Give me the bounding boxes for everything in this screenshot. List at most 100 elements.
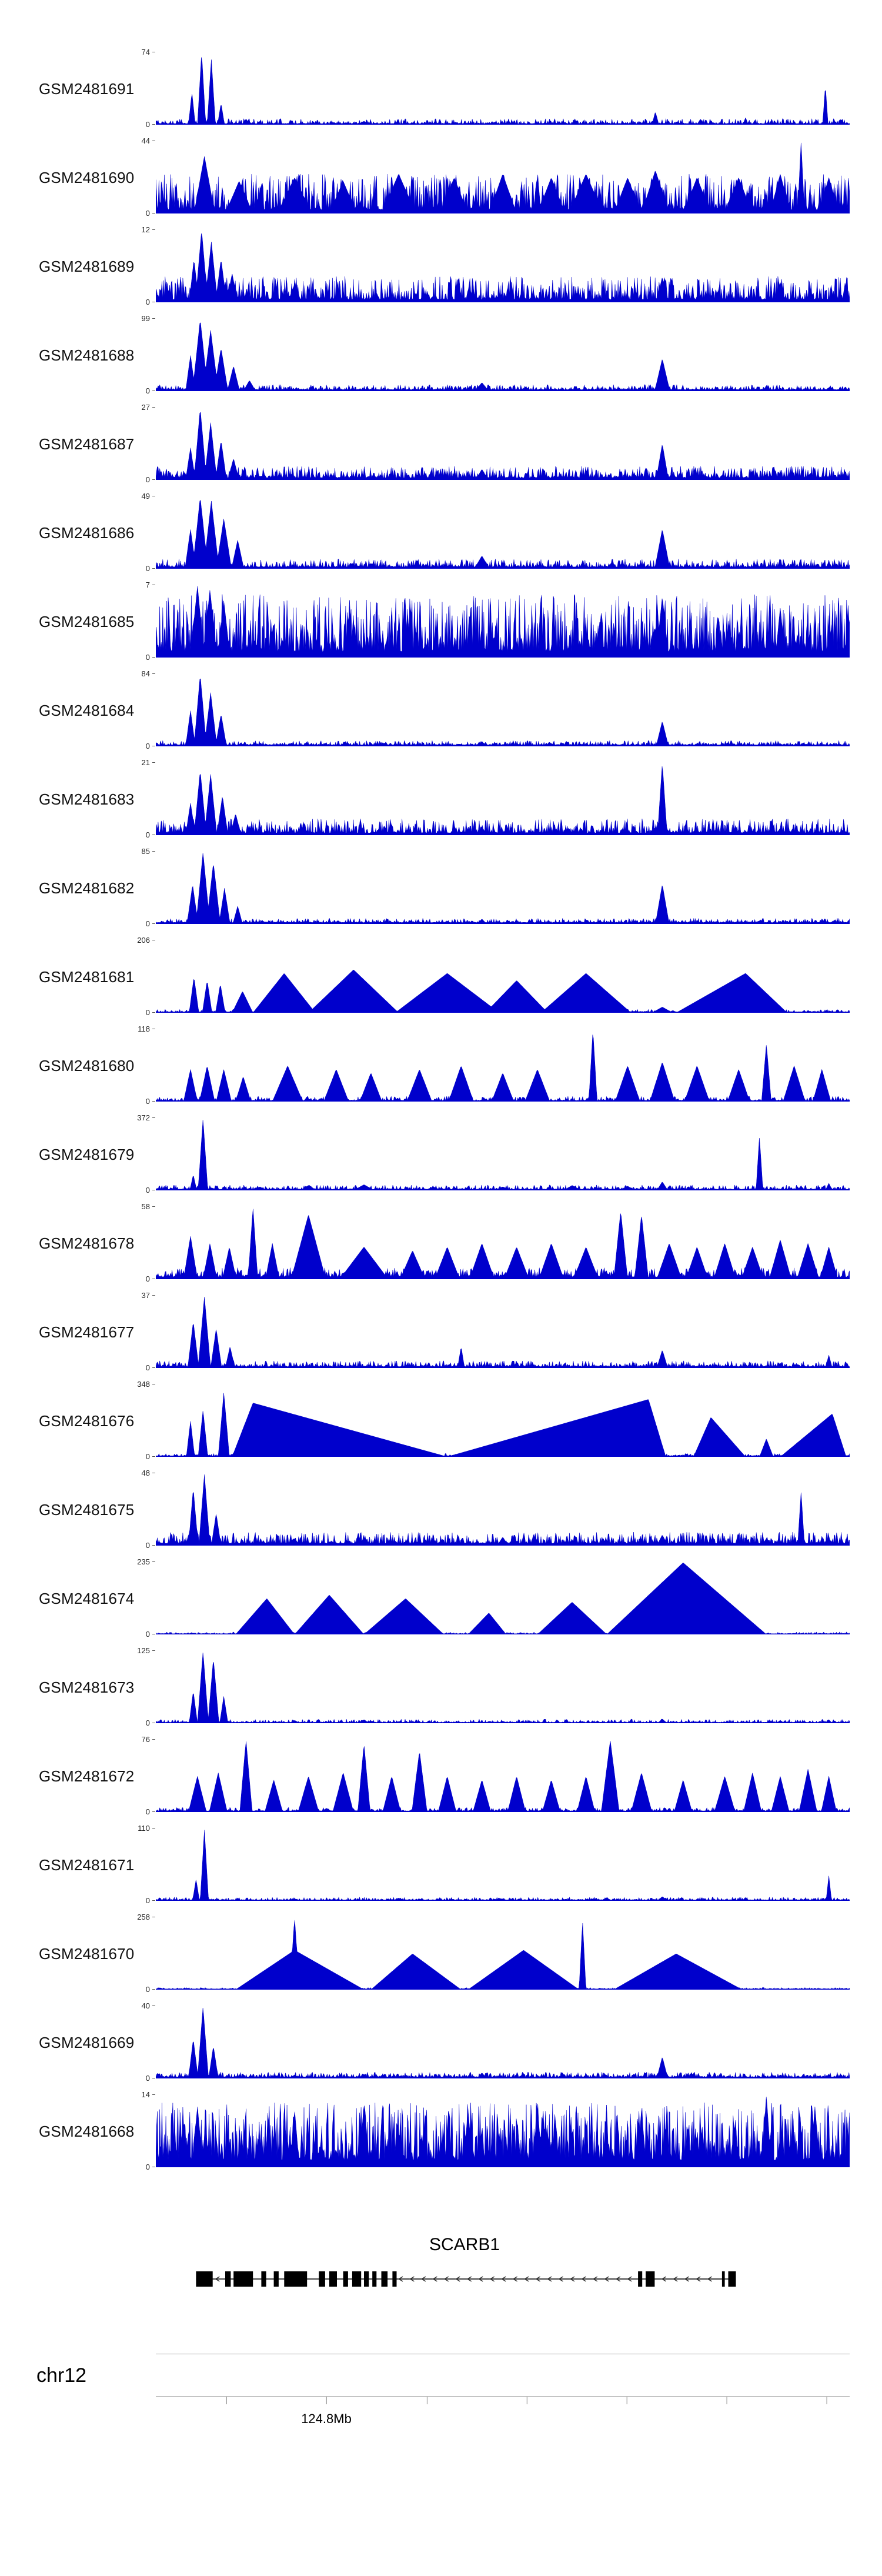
strand-arrow-icon [546, 2276, 552, 2282]
track-label: GSM2481691 [39, 80, 135, 98]
track-label: GSM2481669 [39, 2034, 135, 2051]
y-axis-max-label: 74 [141, 48, 150, 56]
y-axis-min-label: 0 [145, 209, 150, 218]
track-row-GSM2481679: GSM2481679 372 0 [0, 1114, 882, 1206]
exon [364, 2271, 369, 2287]
track-row-GSM2481676: GSM2481676 348 0 [0, 1380, 882, 1473]
strand-arrow-icon [489, 2276, 495, 2282]
signal-plot [156, 322, 850, 391]
track-label: GSM2481688 [39, 346, 135, 364]
y-axis-tick [152, 1117, 155, 1118]
y-axis-min-label: 0 [145, 1630, 150, 1639]
strand-arrow-icon [684, 2276, 690, 2282]
signal-plot [156, 1393, 850, 1457]
strand-arrow-icon [455, 2276, 460, 2282]
coverage-signal [156, 1120, 850, 1190]
y-axis-tick [152, 673, 155, 674]
coverage-signal [156, 1653, 850, 1723]
track-label: GSM2481668 [39, 2123, 135, 2140]
track-row-GSM2481671: GSM2481671 110 0 [0, 1824, 882, 1917]
y-axis-min-label: 0 [145, 1807, 150, 1816]
gene-name-label: SCARB1 [429, 2235, 500, 2254]
strand-arrow-icon [672, 2276, 678, 2282]
coverage-signal [156, 586, 850, 658]
coverage-signal [156, 1209, 850, 1279]
coverage-signal [156, 412, 850, 480]
track-row-GSM2481668: GSM2481668 14 0 [0, 2090, 882, 2183]
track-label: GSM2481682 [39, 879, 135, 897]
y-axis-tick [152, 1739, 155, 1740]
track-label: GSM2481689 [39, 258, 135, 275]
y-axis-tick [152, 1295, 155, 1296]
y-axis-max-label: 84 [141, 669, 150, 678]
signal-plot [156, 57, 850, 125]
track-label: GSM2481684 [39, 702, 135, 719]
exon [284, 2271, 308, 2287]
track-label: GSM2481679 [39, 1146, 135, 1163]
track-row-GSM2481691: GSM2481691 74 0 [0, 48, 882, 141]
exon [196, 2271, 213, 2287]
y-axis-min-label: 0 [145, 475, 150, 484]
y-axis-max-label: 348 [137, 1380, 150, 1389]
track-label: GSM2481677 [39, 1323, 135, 1341]
y-axis-tick [152, 1545, 155, 1546]
y-axis-tick [152, 1561, 155, 1562]
track-row-GSM2481672: GSM2481672 76 0 [0, 1736, 882, 1828]
exon [329, 2271, 337, 2287]
signal-plot [156, 1741, 850, 1812]
y-axis-max-label: 21 [141, 758, 150, 767]
y-axis-tick [152, 1012, 155, 1013]
track-row-GSM2481678: GSM2481678 58 0 [0, 1203, 882, 1295]
y-axis-min-label: 0 [145, 1541, 150, 1550]
track-label: GSM2481675 [39, 1501, 135, 1519]
track-row-GSM2481688: GSM2481688 99 0 [0, 315, 882, 407]
track-row-GSM2481687: GSM2481687 27 0 [0, 403, 882, 496]
strand-arrow-icon [695, 2276, 701, 2282]
track-label: GSM2481670 [39, 1945, 135, 1963]
y-axis-max-label: 40 [141, 2001, 150, 2010]
coverage-signal [156, 57, 850, 125]
track-row-GSM2481677: GSM2481677 37 0 [0, 1292, 882, 1384]
signal-plot [156, 1474, 850, 1546]
signal-plot [156, 1653, 850, 1723]
track-row-GSM2481683: GSM2481683 21 0 [0, 758, 882, 851]
signal-plot [156, 2008, 850, 2078]
exon [381, 2271, 388, 2287]
coverage-signal [156, 2097, 850, 2167]
y-axis-max-label: 27 [141, 403, 150, 412]
track-label: GSM2481673 [39, 1679, 135, 1696]
exon [273, 2271, 279, 2287]
coverage-signal [156, 2008, 850, 2078]
track-row-GSM2481689: GSM2481689 12 0 [0, 226, 882, 318]
y-axis-max-label: 7 [145, 580, 150, 589]
y-axis-tick [152, 657, 155, 658]
coverage-signal [156, 1741, 850, 1812]
y-axis-max-label: 258 [137, 1913, 150, 1921]
track-label: GSM2481676 [39, 1412, 135, 1430]
y-axis-max-label: 14 [141, 2090, 150, 2099]
track-row-GSM2481682: GSM2481682 85 0 [0, 847, 882, 940]
signal-plot [156, 2097, 850, 2167]
strand-arrow-icon [626, 2276, 632, 2282]
y-axis-tick [152, 1811, 155, 1812]
strand-arrow-icon [592, 2276, 598, 2282]
signal-plot [156, 1209, 850, 1279]
track-row-GSM2481673: GSM2481673 125 0 [0, 1647, 882, 1739]
y-axis-tick [152, 124, 155, 125]
y-axis-max-label: 44 [141, 136, 150, 145]
signal-plot [156, 1035, 850, 1102]
strand-arrow-icon [558, 2276, 563, 2282]
y-axis-tick [152, 229, 155, 230]
coverage-signal [156, 853, 850, 924]
y-axis-tick [152, 1101, 155, 1102]
y-axis-tick [152, 318, 155, 319]
track-row-GSM2481670: GSM2481670 258 0 [0, 1913, 882, 2006]
signal-plot [156, 1120, 850, 1190]
track-row-GSM2481680: GSM2481680 118 0 [0, 1025, 882, 1117]
coverage-signal [156, 1563, 850, 1634]
y-axis-tick [152, 851, 155, 852]
y-axis-min-label: 0 [145, 830, 150, 839]
y-axis-min-label: 0 [145, 2163, 150, 2171]
track-label: GSM2481672 [39, 1767, 135, 1785]
strand-arrow-icon [661, 2276, 667, 2282]
